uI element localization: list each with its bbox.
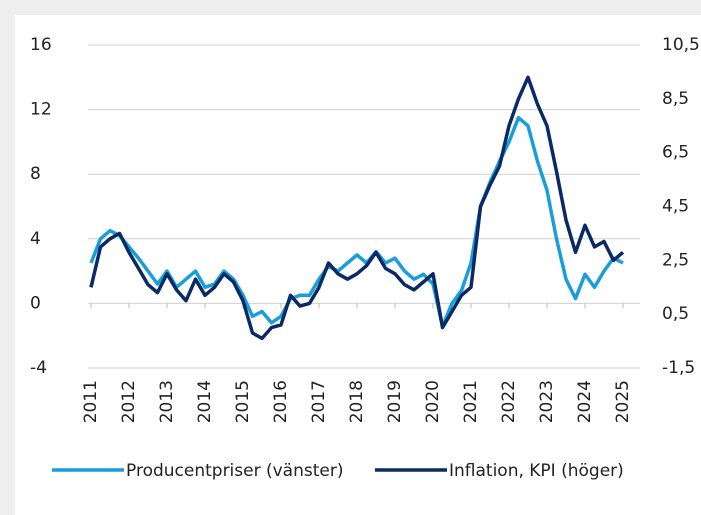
- y-tick-label: 0: [30, 293, 41, 313]
- y2-tick-label: -1,5: [662, 358, 695, 378]
- x-tick-label: 2013: [157, 380, 177, 423]
- x-tick-label: 2012: [119, 380, 139, 423]
- y2-tick-label: 10,5: [662, 35, 700, 55]
- y2-tick-label: 8,5: [662, 89, 689, 109]
- y-tick-label: 12: [30, 100, 52, 120]
- x-tick-label: 2025: [613, 380, 633, 423]
- y-tick-label: 16: [30, 35, 52, 55]
- y-tick-label: 4: [30, 229, 41, 249]
- x-tick-label: 2022: [499, 380, 519, 423]
- x-tick-label: 2019: [385, 380, 405, 423]
- x-tick-label: 2021: [461, 380, 481, 423]
- x-tick-label: 2017: [309, 380, 329, 423]
- x-tick-label: 2024: [575, 380, 595, 423]
- x-tick-label: 2014: [195, 380, 215, 423]
- x-tick-label: 2011: [81, 380, 101, 423]
- x-tick-label: 2023: [537, 380, 557, 423]
- x-tick-label: 2015: [233, 380, 253, 423]
- x-tick-label: 2018: [347, 380, 367, 423]
- x-tick-label: 2016: [271, 380, 291, 423]
- panel: [15, 15, 701, 515]
- x-tick-label: 2020: [423, 380, 443, 423]
- series-line: [89, 75, 625, 341]
- y-tick-label: -4: [30, 358, 47, 378]
- series-line: [89, 115, 624, 328]
- legend-label: Producentpriser (vänster): [126, 461, 343, 481]
- y2-tick-label: 6,5: [662, 143, 689, 163]
- y-tick-label: 8: [30, 164, 41, 184]
- y2-tick-label: 2,5: [662, 250, 689, 270]
- y2-tick-label: 4,5: [662, 197, 689, 217]
- y2-tick-label: 0,5: [662, 304, 689, 324]
- legend-label: Inflation, KPI (höger): [449, 461, 624, 481]
